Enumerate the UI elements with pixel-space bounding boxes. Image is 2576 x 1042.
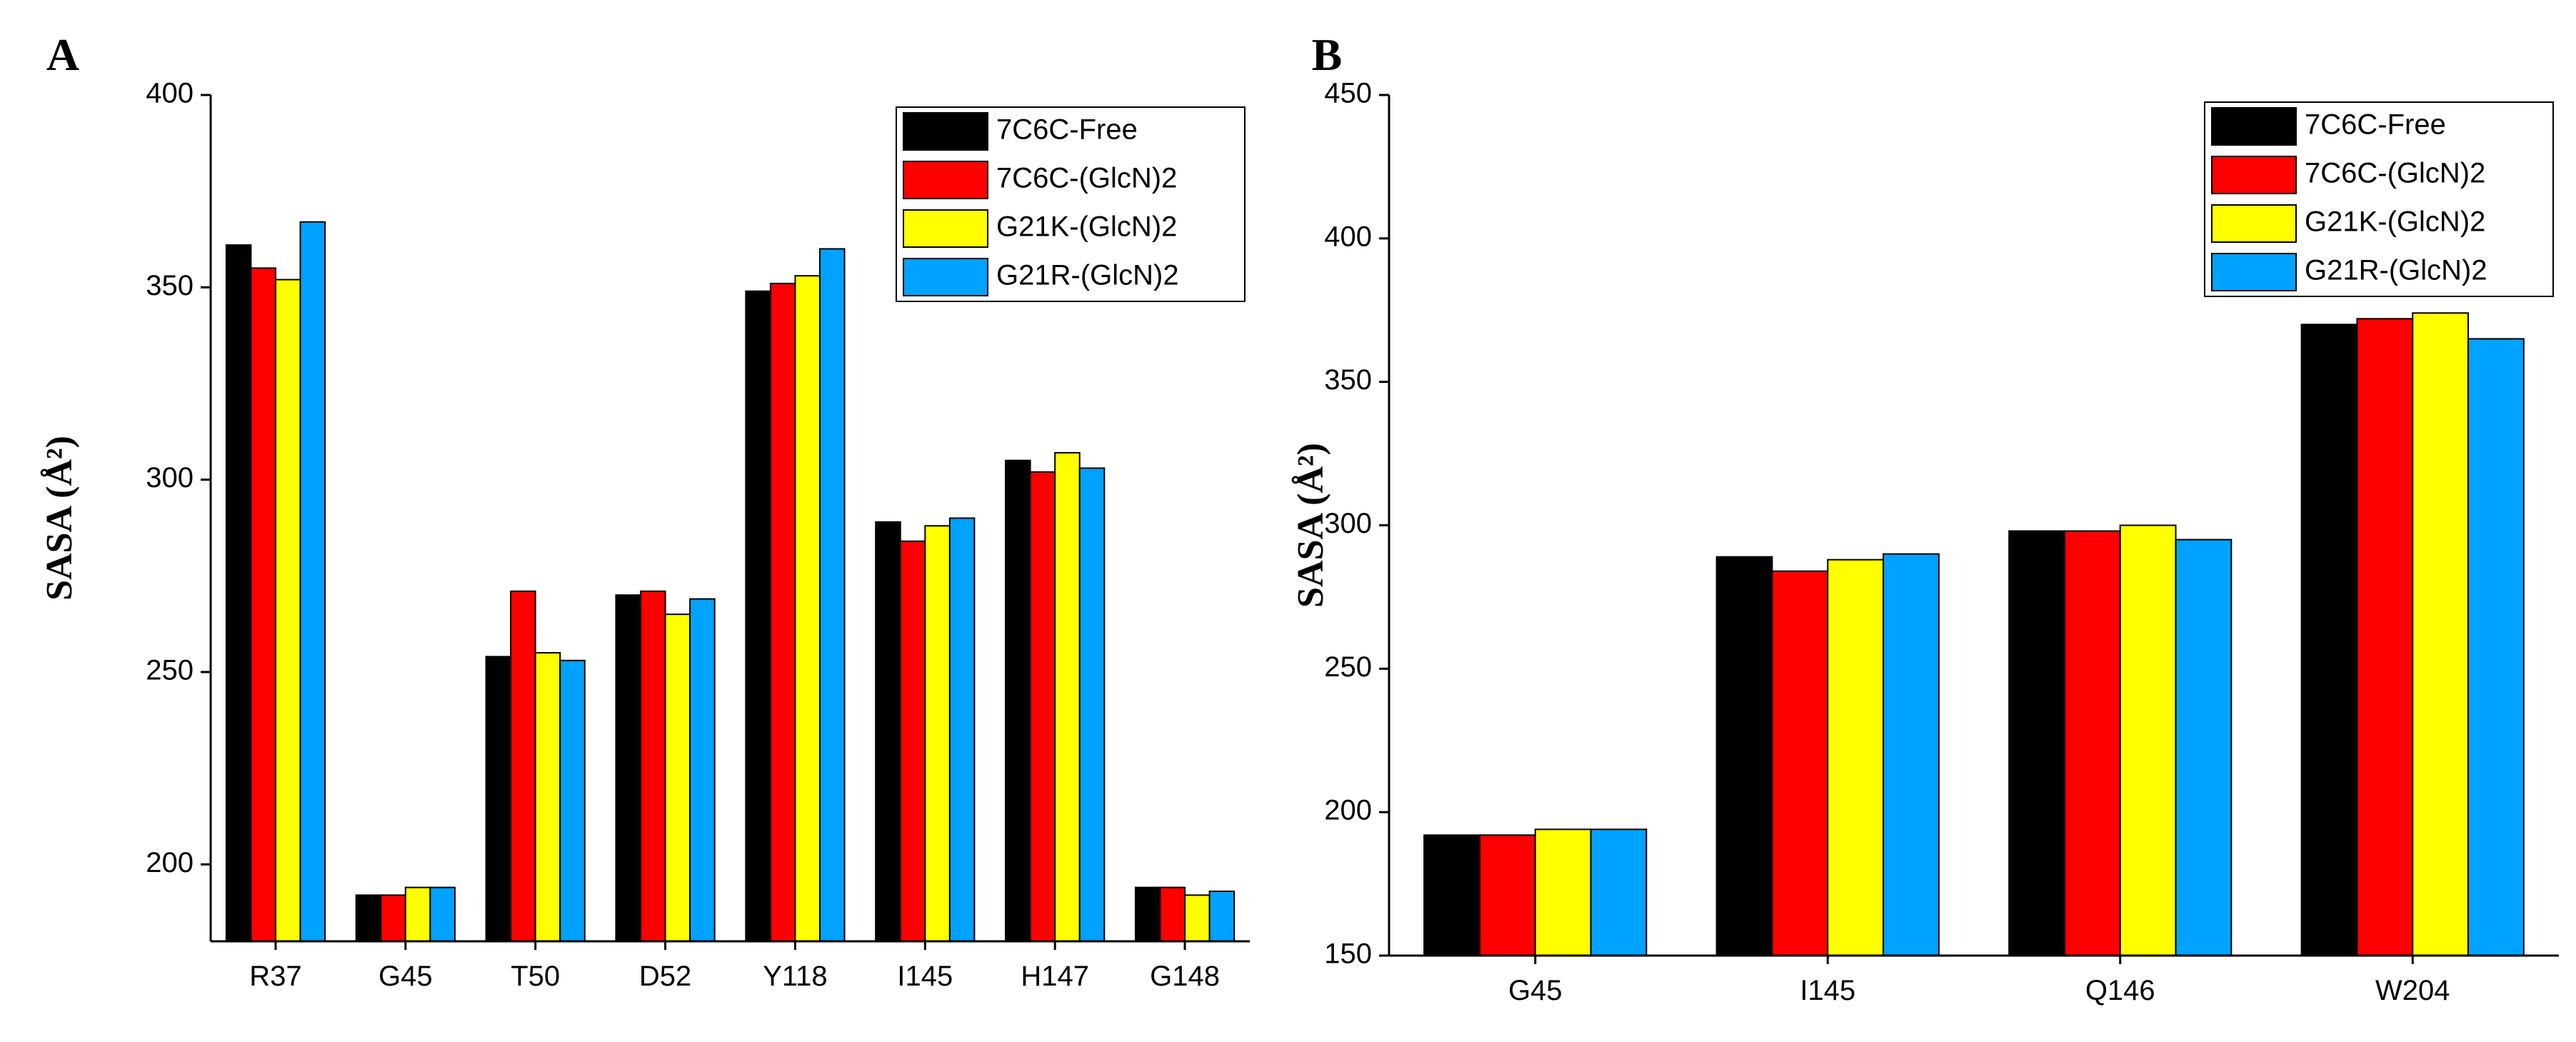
legend-label: 7C6C-Free: [2305, 109, 2446, 141]
bar-g45-series-3: [1534, 828, 1592, 957]
bar-w204-series-3: [2412, 312, 2470, 956]
bar-t50-series-2: [510, 590, 536, 942]
y-axis-title: SASA (Å²): [39, 436, 80, 601]
bar-g148-series-3: [1184, 894, 1211, 943]
panel-label: A: [46, 29, 79, 80]
x-tick-label: G45: [379, 961, 433, 992]
bar-g45-series-4: [1590, 828, 1648, 957]
y-axis-title: SASA (Å²): [1290, 443, 1331, 608]
legend-swatch: [903, 209, 988, 248]
legend-swatch: [903, 112, 988, 151]
bar-i145-series-4: [948, 517, 976, 942]
x-tick-label: G148: [1150, 961, 1220, 992]
x-tick-label: I145: [1800, 975, 1855, 1006]
y-tick-label: 400: [1324, 221, 1372, 252]
bar-g45-series-1: [1423, 834, 1480, 957]
legend-swatch: [2211, 156, 2297, 194]
bar-g148-series-4: [1208, 890, 1236, 943]
y-tick-label: 350: [1324, 364, 1372, 396]
bar-t50-series-3: [534, 652, 561, 942]
bar-i145-series-1: [875, 521, 901, 942]
bar-y118-series-1: [745, 290, 771, 943]
legend-label: 7C6C-(GlcN)2: [2305, 158, 2485, 189]
y-tick-label: 200: [1324, 795, 1372, 826]
legend-label: G21R-(GlcN)2: [996, 260, 1179, 291]
bar-r37-series-4: [299, 221, 326, 942]
legend-swatch: [2211, 253, 2297, 291]
bar-h147-series-4: [1078, 467, 1106, 942]
bar-d52-series-1: [615, 594, 642, 943]
y-tick-label: 250: [1324, 651, 1372, 683]
chart-panel-a: A SASA (Å²) R37 G45 T50 D52 Y118 I145 H147 G148 20…: [39, 29, 1250, 992]
y-tick-label: 300: [146, 462, 194, 494]
bar-h147-series-1: [1005, 459, 1031, 942]
y-tick-label: 400: [146, 78, 194, 109]
bar-d52-series-2: [640, 590, 666, 942]
bar-g45-series-4: [429, 886, 456, 943]
legend-swatch: [2211, 107, 2297, 146]
y-tick-label: 250: [146, 655, 194, 686]
bar-w204-series-4: [2467, 338, 2525, 956]
bar-q146-series-1: [2008, 530, 2065, 956]
x-tick-label: H147: [1021, 961, 1089, 992]
y-tick-label: 200: [146, 847, 194, 878]
bar-r37-series-2: [250, 267, 276, 942]
bar-w204-series-1: [2300, 324, 2358, 957]
bar-r37-series-3: [274, 279, 301, 942]
legend: 7C6C-Free 7C6C-(GlcN)2 G21K-(GlcN)2 G21R-(G…: [2204, 101, 2554, 297]
bar-d52-series-3: [664, 613, 691, 943]
bar-i145-series-2: [899, 540, 926, 942]
bar-y118-series-3: [794, 275, 821, 942]
bar-i145-series-2: [1771, 570, 1829, 956]
x-tick-label: Q146: [2085, 975, 2155, 1006]
legend: 7C6C-Free 7C6C-(GlcN)2 G21K-(GlcN)2 G21R-(G…: [896, 106, 1246, 302]
y-tick-label: 300: [1324, 508, 1372, 539]
bar-i145-series-3: [1827, 558, 1885, 956]
legend-swatch: [2211, 204, 2297, 243]
bar-w204-series-2: [2356, 318, 2414, 956]
x-tick-label: T50: [511, 961, 560, 992]
bar-y118-series-2: [769, 282, 796, 942]
bar-t50-series-1: [485, 656, 512, 943]
legend-label: 7C6C-(GlcN)2: [996, 163, 1177, 194]
bar-q146-series-2: [2063, 530, 2121, 956]
bar-i145-series-3: [924, 525, 951, 942]
panel-label: B: [1312, 29, 1343, 80]
y-tick-label: 450: [1324, 78, 1372, 109]
x-tick-label: G45: [1508, 975, 1563, 1006]
bar-t50-series-4: [559, 659, 586, 943]
legend-label: G21R-(GlcN)2: [2305, 255, 2487, 286]
bar-g45-series-2: [380, 894, 406, 943]
bar-d52-series-4: [689, 598, 716, 942]
x-tick-label: W204: [2375, 975, 2450, 1006]
x-tick-label: D52: [639, 961, 691, 992]
legend-label: G21K-(GlcN)2: [996, 211, 1177, 243]
bar-i145-series-1: [1715, 556, 1773, 956]
bar-g45-series-3: [404, 886, 431, 943]
legend-label: 7C6C-Free: [996, 114, 1138, 146]
bar-g45-series-2: [1478, 834, 1536, 957]
legend-label: G21K-(GlcN)2: [2305, 206, 2485, 238]
bar-g148-series-1: [1134, 886, 1161, 943]
bar-q146-series-4: [2175, 538, 2232, 956]
x-tick-label: R37: [249, 961, 301, 992]
y-tick-label: 350: [146, 270, 194, 301]
bar-i145-series-4: [1883, 553, 1940, 956]
x-tick-label: Y118: [763, 961, 827, 992]
bar-h147-series-2: [1029, 471, 1056, 942]
legend-swatch: [903, 258, 988, 296]
x-tick-label: I145: [897, 961, 953, 992]
bar-g45-series-1: [355, 894, 382, 943]
bar-q146-series-3: [2119, 524, 2177, 956]
bar-y118-series-4: [818, 248, 846, 943]
legend-swatch: [903, 161, 988, 199]
chart-panel-b: B SASA (Å²) G45 I145 Q146 W204 150 200 250 300 350…: [1290, 29, 2559, 1006]
bar-g148-series-2: [1159, 886, 1186, 943]
y-tick-label: 150: [1324, 938, 1372, 970]
bar-h147-series-3: [1054, 451, 1081, 942]
bar-r37-series-1: [225, 244, 252, 942]
